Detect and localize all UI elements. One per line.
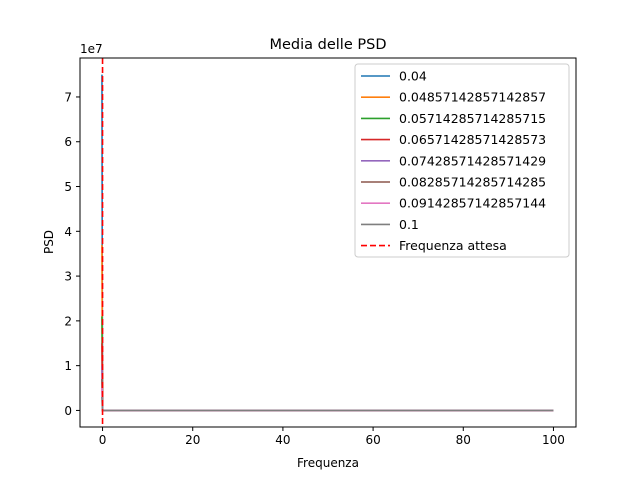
y-tick-label: 1 — [64, 359, 72, 373]
x-axis-label: Frequenza — [297, 456, 359, 470]
axes-frame — [79, 57, 577, 428]
y-tick-label: 2 — [64, 314, 72, 328]
legend-label: 0.04 — [399, 69, 427, 84]
y-axis-label: PSD — [42, 230, 56, 254]
chart-title: Media delle PSD — [270, 37, 387, 53]
y-tick-label: 5 — [64, 180, 72, 194]
legend-label: 0.08285714285714285 — [399, 175, 546, 190]
legend-label: 0.06571428571428573 — [399, 132, 546, 147]
legend-label: Frequenza attesa — [399, 238, 507, 253]
x-tick-label: 20 — [185, 433, 200, 447]
y-tick-label: 7 — [64, 90, 72, 104]
y-tick-label: 4 — [64, 225, 72, 239]
legend-label: 0.07428571428571429 — [399, 153, 546, 168]
x-tick-label: 60 — [365, 433, 380, 447]
y-tick-label: 3 — [64, 270, 72, 284]
x-tick-label: 40 — [275, 433, 290, 447]
y-tick-label: 0 — [64, 404, 72, 418]
x-tick-label: 100 — [542, 433, 565, 447]
y-tick-label: 6 — [64, 135, 72, 149]
legend-label: 0.1 — [399, 217, 419, 232]
legend-label: 0.04857142857142857 — [399, 90, 546, 105]
legend-label: 0.09142857142857144 — [399, 196, 546, 211]
legend-box — [354, 63, 570, 258]
x-tick-label: 0 — [99, 433, 107, 447]
x-tick-label: 80 — [456, 433, 471, 447]
legend-label: 0.05714285714285715 — [399, 111, 546, 126]
x-axis-ticks: 0 20 40 60 80 100 — [99, 427, 565, 447]
legend-items: 0.04 0.04857142857142857 0.057142857142857… — [361, 69, 546, 253]
plot-area — [79, 57, 577, 428]
legend: 0.04 0.04857142857142857 0.057142857142857… — [354, 63, 570, 258]
y-axis-ticks: 0 1 2 3 4 5 6 7 — [64, 90, 80, 418]
y-offset-label: 1e7 — [80, 42, 103, 56]
